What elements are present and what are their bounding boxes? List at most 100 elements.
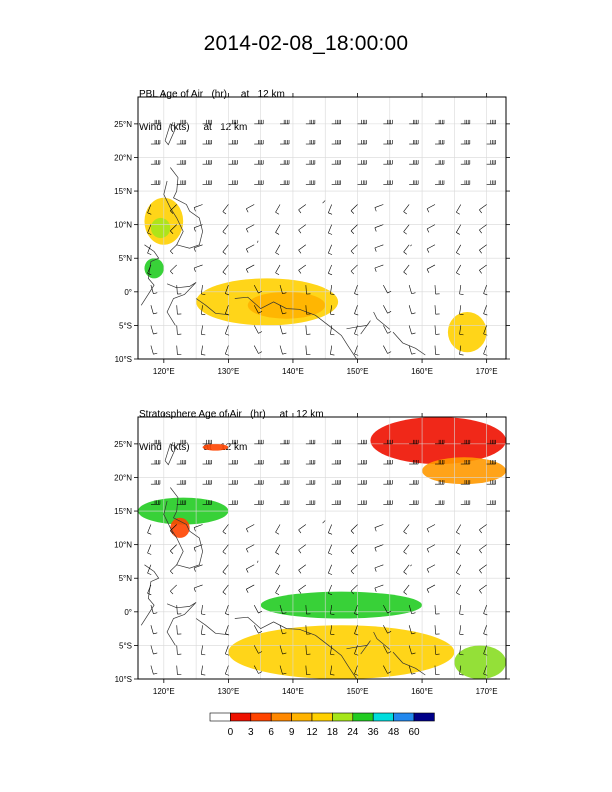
wind-barb-staff — [194, 584, 203, 589]
wind-barb-staff — [426, 544, 436, 550]
wind-barb-feather — [222, 231, 227, 235]
wind-barb-feather — [354, 633, 359, 636]
wind-barb-feather — [222, 271, 227, 275]
wind-barb — [170, 564, 177, 575]
wind-barb-staff — [328, 204, 332, 213]
wind-barb-staff — [253, 645, 259, 654]
panel1-label: PBL Age of Air (hr) at 12 km Wind (kts) … — [139, 67, 285, 144]
wind-barb-staff — [374, 264, 384, 269]
wind-barb-feather — [225, 653, 230, 656]
wind-barb — [486, 140, 496, 145]
wind-barb — [150, 665, 158, 675]
wind-barb-staff — [330, 285, 332, 295]
wind-barb — [280, 439, 290, 445]
wind-barb — [426, 224, 436, 233]
wind-barb-staff — [408, 285, 412, 294]
wind-barb-staff — [354, 645, 358, 654]
wind-barb-feather — [170, 570, 174, 575]
wind-barb-staff — [201, 305, 203, 315]
wind-barb — [279, 645, 287, 655]
wind-barb — [434, 285, 440, 295]
wind-barb — [331, 180, 341, 185]
wind-barb-staff — [374, 204, 384, 208]
wind-barb — [150, 140, 161, 145]
wind-barb-feather — [147, 532, 152, 535]
wind-barb — [225, 625, 230, 636]
wind-barb-feather — [282, 292, 287, 295]
wind-barb — [408, 645, 416, 655]
coastline — [166, 282, 197, 326]
wind-barb — [228, 500, 238, 505]
wind-barb-staff — [176, 345, 178, 355]
x-tick-label: 140°E — [282, 367, 304, 376]
wind-barb-feather — [426, 228, 430, 233]
wind-barb — [409, 460, 419, 465]
plot-frame — [137, 96, 507, 360]
wind-barb-feather — [330, 654, 335, 656]
wind-barb-feather — [350, 210, 355, 214]
wind-barb — [193, 524, 203, 532]
plot-area — [138, 417, 506, 679]
coastline — [140, 564, 160, 626]
wind-barb — [280, 180, 290, 185]
wind-barb-staff — [434, 285, 436, 295]
wind-barb — [479, 524, 487, 534]
wind-barb-feather — [222, 551, 227, 555]
wind-barb-feather — [193, 587, 196, 592]
wind-barb-feather — [282, 652, 287, 655]
wind-barb-feather — [374, 587, 377, 592]
wind-barb — [201, 645, 206, 656]
age-patch-south-yellow — [228, 625, 455, 679]
wind-barb-staff — [176, 625, 178, 635]
wind-barb — [228, 140, 238, 145]
wind-barb — [279, 665, 287, 675]
wind-barb-feather — [275, 252, 280, 255]
wind-barb-staff — [403, 264, 410, 273]
wind-barb-feather — [354, 333, 359, 336]
wind-barb-feather — [147, 252, 152, 255]
wind-barb-feather — [411, 672, 416, 675]
wind-barb-feather — [403, 531, 407, 535]
wind-barb — [228, 439, 238, 445]
wind-barb — [280, 160, 290, 165]
wind-barb — [305, 180, 316, 185]
wind-barb-feather — [170, 530, 174, 534]
age-patch-philippines-core — [150, 217, 171, 239]
age-patch-luzon-red — [170, 517, 190, 538]
wind-barb-staff — [383, 604, 388, 614]
wind-barb-staff — [479, 564, 487, 571]
wind-barb — [305, 480, 316, 485]
wind-barb — [456, 204, 462, 215]
coastline — [234, 616, 358, 679]
wind-barb-feather — [298, 249, 302, 254]
wind-barb-staff — [479, 244, 487, 251]
colorbar-swatch — [352, 712, 374, 722]
colorbar-swatch — [209, 712, 231, 722]
wind-barb — [459, 605, 464, 615]
wind-barb-feather — [298, 549, 302, 554]
wind-barb-feather — [245, 248, 249, 253]
wind-barb — [245, 544, 255, 553]
wind-barb — [147, 244, 152, 255]
wind-barb-feather — [275, 572, 280, 575]
colorbar-label: 48 — [388, 727, 400, 738]
wind-barb-staff — [479, 584, 487, 591]
wind-barb-staff — [408, 665, 412, 675]
wind-barb — [150, 160, 161, 165]
wind-barb-staff — [350, 544, 358, 552]
wind-barb-staff — [147, 564, 152, 574]
coastline — [195, 298, 229, 316]
wind-barb — [253, 604, 263, 614]
wind-barb-feather — [387, 651, 392, 654]
wind-barb — [434, 439, 445, 445]
wind-barb-staff — [298, 244, 307, 251]
wind-barb-feather — [374, 227, 377, 232]
wind-barb-staff — [330, 325, 332, 335]
wind-barb-staff — [194, 564, 203, 569]
wind-barb-feather — [201, 313, 206, 316]
wind-barb-staff — [426, 584, 436, 590]
wind-barb — [176, 625, 182, 635]
wind-barb — [170, 264, 177, 275]
wind-barb-staff — [403, 204, 410, 212]
wind-barb-staff — [350, 524, 358, 531]
